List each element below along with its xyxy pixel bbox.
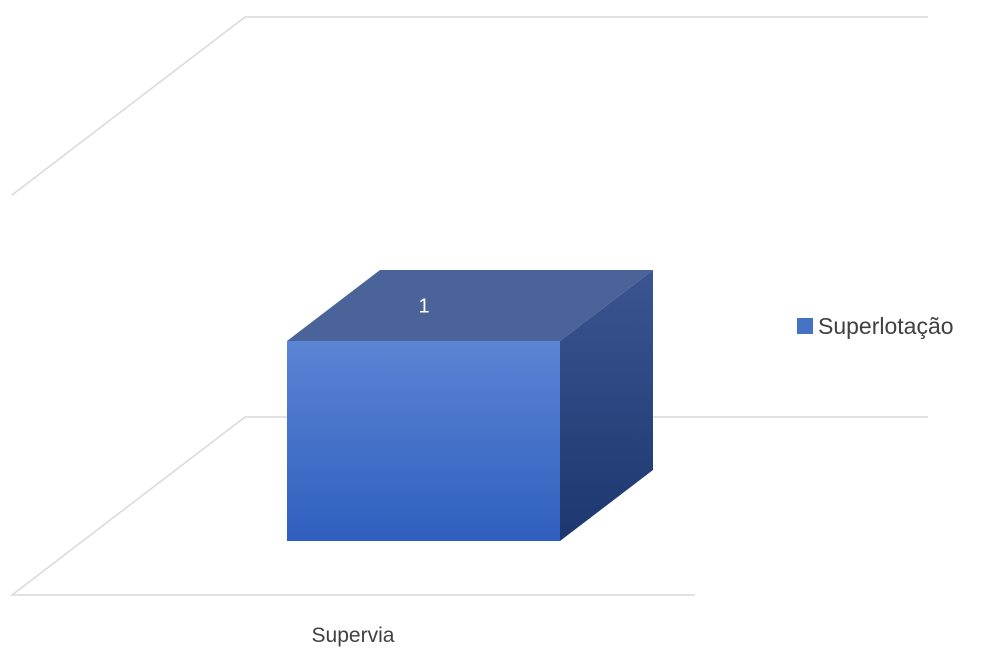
bar-supervia xyxy=(287,270,653,541)
data-label: 1 xyxy=(418,296,429,318)
legend: Superlotação xyxy=(797,313,954,339)
gridline-max xyxy=(11,16,928,196)
category-label: Supervia xyxy=(312,624,395,647)
bar-front-face xyxy=(287,341,560,541)
bars xyxy=(287,270,653,541)
legend-swatch-superlotacao xyxy=(797,318,813,334)
bar-side-face xyxy=(560,270,653,541)
bar-top-face xyxy=(287,270,653,341)
legend-label-superlotacao: Superlotação xyxy=(818,313,954,339)
labels: 1 Supervia xyxy=(312,296,430,648)
